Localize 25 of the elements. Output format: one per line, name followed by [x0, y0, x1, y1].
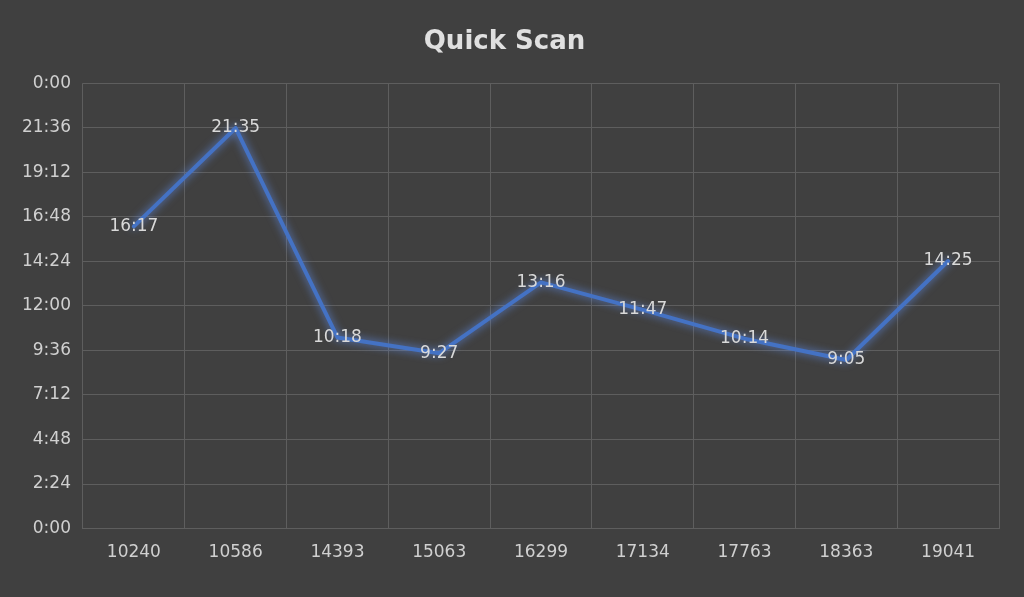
- y-tick-label: 2:24: [32, 472, 71, 493]
- y-tick-label: 0:00: [32, 71, 71, 92]
- chart-title: Quick Scan: [423, 25, 586, 56]
- x-tick-label: 16299: [513, 541, 569, 562]
- x-tick-label: 10586: [208, 541, 263, 562]
- x-tick-label: 17134: [615, 541, 670, 562]
- data-label: 16:17: [109, 214, 159, 235]
- y-tick-label: 12:00: [21, 294, 71, 315]
- y-tick-label: 0:00: [32, 517, 71, 538]
- y-tick-label: 4:48: [32, 427, 71, 448]
- x-tick-label: 17763: [717, 541, 772, 562]
- x-tick-label: 15063: [412, 541, 467, 562]
- x-tick-label: 10240: [106, 541, 161, 562]
- y-tick-label: 7:12: [32, 383, 71, 404]
- y-tick-label: 14:24: [21, 249, 71, 270]
- x-tick-label: 14393: [310, 541, 365, 562]
- data-label: 14:25: [923, 249, 973, 270]
- x-tick-label: 18363: [819, 541, 874, 562]
- y-tick-label: 16:48: [21, 205, 71, 226]
- x-tick-label: 19041: [921, 541, 976, 562]
- y-tick-label: 19:12: [21, 160, 71, 181]
- data-label: 13:16: [516, 270, 566, 291]
- data-label: 21:35: [211, 116, 261, 137]
- y-tick-label: 9:36: [32, 338, 71, 359]
- y-tick-label: 21:36: [21, 116, 71, 137]
